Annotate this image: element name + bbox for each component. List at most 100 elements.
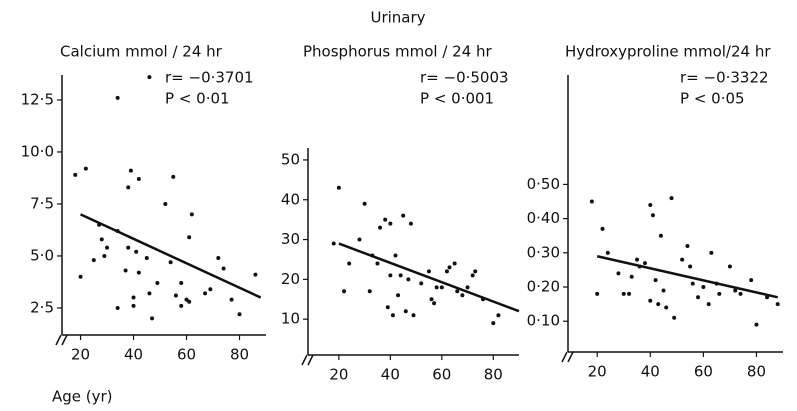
x-tick-label: 40 <box>124 346 143 364</box>
point <box>765 295 770 300</box>
axis-break <box>55 334 68 346</box>
point <box>362 201 367 206</box>
point <box>370 253 375 258</box>
point <box>203 291 208 296</box>
point <box>480 297 485 302</box>
point <box>658 233 663 238</box>
point <box>460 293 465 298</box>
y-tick-label: 2·5 <box>30 298 54 316</box>
point <box>595 291 600 296</box>
point <box>738 291 743 296</box>
point <box>189 212 194 217</box>
point <box>616 271 621 276</box>
point <box>444 269 449 274</box>
point <box>714 281 719 286</box>
point <box>696 295 701 300</box>
point <box>775 302 780 307</box>
point <box>221 266 226 271</box>
point <box>155 281 160 285</box>
point <box>126 245 131 250</box>
point <box>589 199 594 204</box>
point <box>390 313 395 318</box>
point <box>131 295 136 300</box>
y-tick-label: 7·5 <box>30 194 54 212</box>
x-tick-label: 80 <box>747 363 766 381</box>
point <box>179 303 184 308</box>
point <box>661 288 666 293</box>
point <box>403 309 408 314</box>
annotation: r= −0·5003 <box>420 69 509 87</box>
point <box>426 269 431 274</box>
point <box>709 250 714 255</box>
point <box>347 261 352 266</box>
point <box>434 285 439 290</box>
point <box>105 245 110 250</box>
panel-title: Phosphorus mmol / 24 hr <box>303 43 493 61</box>
point <box>749 278 754 283</box>
point <box>115 229 120 233</box>
panel-title: Calcium mmol / 24 hr <box>60 43 223 61</box>
y-tick-label: 0·40 <box>527 209 560 227</box>
point <box>99 237 104 242</box>
x-tick-label: 20 <box>71 346 90 364</box>
x-axis-label: Age (yr) <box>52 388 113 406</box>
point <box>664 305 669 310</box>
point <box>102 253 107 258</box>
y-tick-label: 0·50 <box>527 175 560 193</box>
x-tick-label: 20 <box>588 363 607 381</box>
axis-break <box>301 354 314 366</box>
point <box>115 95 120 100</box>
point <box>717 291 722 296</box>
trend-line <box>596 255 778 299</box>
point <box>134 249 139 254</box>
point <box>408 221 413 226</box>
point <box>187 235 192 240</box>
annotation: r= −0·3701 <box>165 69 254 87</box>
trend-line <box>80 213 262 299</box>
point <box>706 302 711 307</box>
x-tick-label: 60 <box>694 363 713 381</box>
point <box>385 305 390 310</box>
point <box>126 185 131 190</box>
y-tick-label: 10·0 <box>21 142 54 160</box>
point <box>432 301 437 306</box>
point <box>173 293 178 298</box>
point <box>733 288 738 293</box>
point <box>650 213 655 218</box>
y-tick-label: 10 <box>281 310 300 328</box>
point <box>187 299 192 304</box>
point <box>411 313 416 318</box>
point <box>73 172 78 177</box>
point <box>357 237 362 242</box>
point <box>216 256 221 261</box>
point <box>388 221 393 226</box>
annotation: P < 0·05 <box>680 90 745 108</box>
x-tick-label: 60 <box>432 366 451 384</box>
point <box>680 257 685 262</box>
point <box>688 264 693 269</box>
point <box>419 281 424 286</box>
y-tick-label: 0·30 <box>527 243 560 261</box>
y-tick-label: 20 <box>281 270 300 288</box>
point <box>648 298 653 303</box>
point <box>336 185 341 190</box>
point <box>91 258 96 263</box>
x-tick-label: 60 <box>177 346 196 364</box>
point <box>123 268 128 273</box>
point <box>168 260 173 265</box>
y-tick-label: 0·10 <box>527 312 560 330</box>
point <box>401 213 406 218</box>
point <box>396 293 401 298</box>
axis-break <box>561 351 574 363</box>
point <box>398 273 403 278</box>
point <box>388 273 393 278</box>
point <box>642 261 647 266</box>
point <box>656 302 661 307</box>
point <box>672 315 677 320</box>
point <box>465 285 470 290</box>
point <box>375 261 380 266</box>
point <box>131 303 136 308</box>
point <box>648 202 653 207</box>
point <box>452 261 457 266</box>
